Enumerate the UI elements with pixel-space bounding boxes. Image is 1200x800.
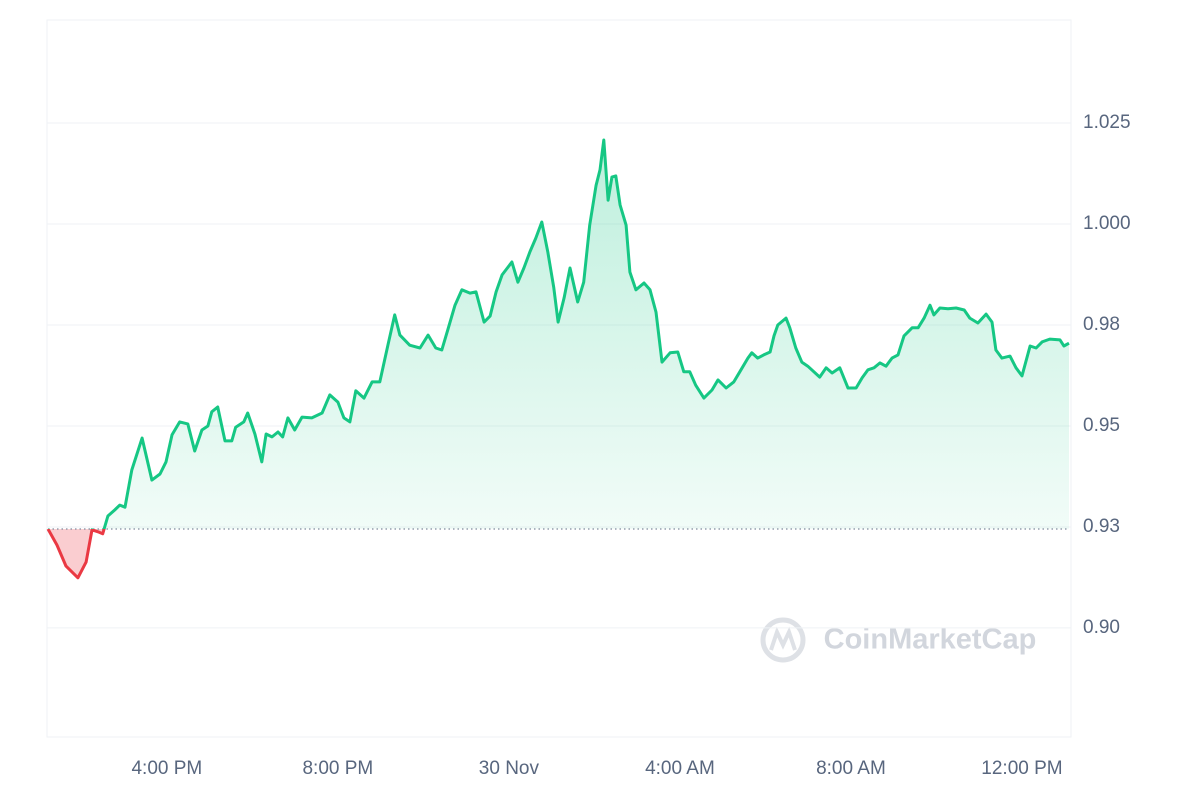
price-line — [48, 138, 1070, 529]
x-tick-label: 4:00 AM — [645, 758, 715, 779]
x-tick-label: 8:00 AM — [816, 758, 886, 779]
area-above — [104, 140, 1069, 529]
plot-frame — [46, 19, 1072, 738]
y-tick-label: 0.93 — [1083, 516, 1120, 537]
y-tick-label: 1.000 — [1083, 213, 1131, 234]
watermark-text: CoinMarketCap — [824, 624, 1037, 656]
x-tick-label: 4:00 PM — [131, 758, 202, 779]
y-tick-label: 0.95 — [1083, 415, 1120, 436]
x-tick-label: 12:00 PM — [981, 758, 1062, 779]
y-tick-label: 1.025 — [1083, 112, 1131, 133]
x-tick-label: 8:00 PM — [302, 758, 373, 779]
watermark — [760, 617, 806, 663]
x-tick-label: 30 Nov — [479, 758, 540, 779]
y-tick-label: 0.90 — [1083, 617, 1120, 638]
y-tick-label: 0.98 — [1083, 314, 1120, 335]
